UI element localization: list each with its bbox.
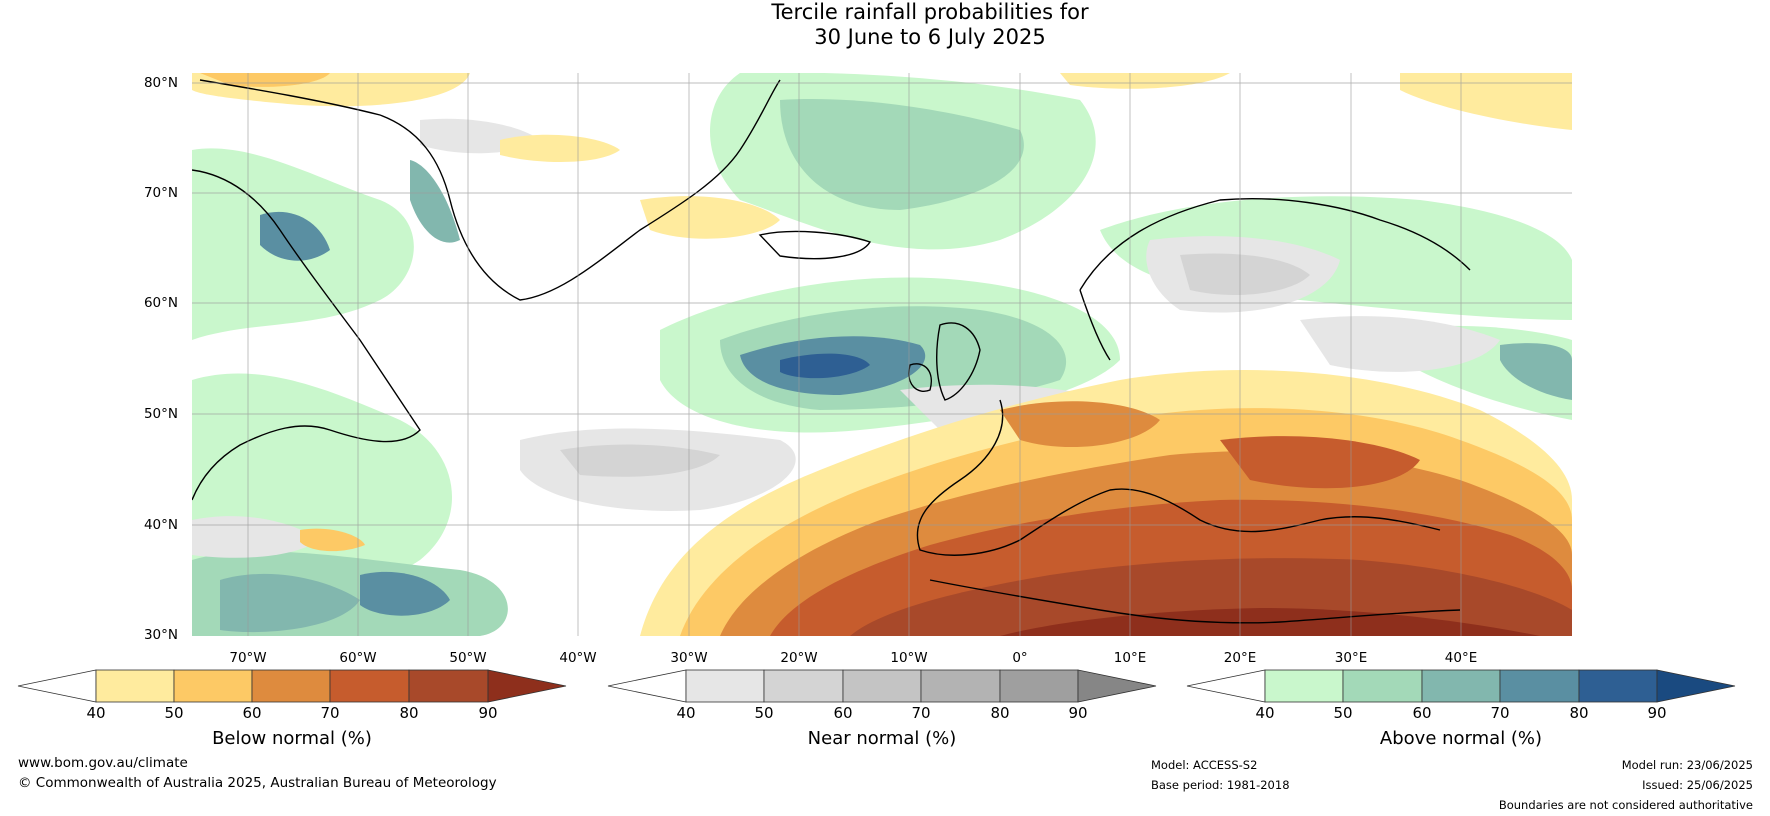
greenland-coast xyxy=(199,79,781,301)
ireland-coast xyxy=(908,363,932,392)
lat-label-30n: 30°N xyxy=(143,627,178,643)
footer-disclaimer: Boundaries are not considered authoritat… xyxy=(1498,798,1753,812)
map-title: Tercile rainfall probabilities for 30 Ju… xyxy=(0,0,1770,50)
cb-above-tick-90: 90 xyxy=(1647,704,1667,722)
cb-below-tick-80: 80 xyxy=(399,704,419,722)
cb-near-tick-70: 70 xyxy=(911,704,931,722)
cb-near-tick-60: 60 xyxy=(833,704,853,722)
lon-label-30e: 30°E xyxy=(1334,650,1368,666)
colorbar-below-normal xyxy=(17,669,567,703)
below-normal-field xyxy=(192,73,1572,636)
colorbar-near-normal xyxy=(607,669,1157,703)
lat-label-60n: 60°N xyxy=(143,295,178,311)
title-line-2: 30 June to 6 July 2025 xyxy=(814,25,1046,49)
lon-label-50w: 50°W xyxy=(449,650,487,666)
lon-label-60w: 60°W xyxy=(339,650,377,666)
graticule xyxy=(192,73,1572,636)
north-africa-coast xyxy=(929,579,1461,624)
britain-coast xyxy=(936,322,981,401)
cb-below-tick-90: 90 xyxy=(478,704,498,722)
cb-below-tick-60: 60 xyxy=(242,704,262,722)
lat-label-70n: 70°N xyxy=(143,185,178,201)
lon-label-40w: 40°W xyxy=(559,650,597,666)
colorbar-above-normal xyxy=(1186,669,1736,703)
lon-label-0: 0° xyxy=(1012,650,1028,666)
lon-label-70w: 70°W xyxy=(229,650,267,666)
cb-below-tick-40: 40 xyxy=(86,704,106,722)
cb-near-tick-90: 90 xyxy=(1068,704,1088,722)
coastlines xyxy=(192,79,1471,624)
cb-above-title: Above normal (%) xyxy=(1379,728,1543,749)
footer-website: www.bom.gov.au/climate xyxy=(18,755,188,771)
lon-label-10w: 10°W xyxy=(890,650,928,666)
lon-label-40e: 40°E xyxy=(1444,650,1478,666)
cb-near-title: Near normal (%) xyxy=(807,728,957,749)
iceland-coast xyxy=(758,230,872,260)
cb-near-tick-50: 50 xyxy=(754,704,774,722)
footer-base-period: Base period: 1981-2018 xyxy=(1151,778,1290,792)
footer-model-run: Model run: 23/06/2025 xyxy=(1621,758,1753,772)
lon-label-20w: 20°W xyxy=(780,650,818,666)
norway-south-coast xyxy=(1079,289,1111,361)
cb-near-tick-80: 80 xyxy=(990,704,1010,722)
cb-above-tick-60: 60 xyxy=(1412,704,1432,722)
europe-south-coast xyxy=(916,399,1441,556)
lon-label-30w: 30°W xyxy=(670,650,708,666)
map-panel xyxy=(192,73,1572,636)
north-america-coast xyxy=(192,169,421,501)
cb-below-title: Below normal (%) xyxy=(212,728,372,749)
lon-label-10e: 10°E xyxy=(1113,650,1147,666)
cb-above-tick-70: 70 xyxy=(1490,704,1510,722)
footer-copyright: © Commonwealth of Australia 2025, Austra… xyxy=(18,775,497,791)
title-line-1: Tercile rainfall probabilities for xyxy=(771,0,1089,24)
cb-above-tick-40: 40 xyxy=(1255,704,1275,722)
cb-near-tick-40: 40 xyxy=(676,704,696,722)
lat-label-80n: 80°N xyxy=(143,75,178,91)
scandinavia-coast xyxy=(1079,198,1471,291)
footer-model: Model: ACCESS-S2 xyxy=(1151,758,1258,772)
lat-label-50n: 50°N xyxy=(143,406,178,422)
lon-label-20e: 20°E xyxy=(1223,650,1257,666)
cb-above-tick-50: 50 xyxy=(1333,704,1353,722)
cb-above-tick-80: 80 xyxy=(1569,704,1589,722)
footer-issued: Issued: 25/06/2025 xyxy=(1642,778,1753,792)
cb-below-tick-70: 70 xyxy=(320,704,340,722)
lat-label-40n: 40°N xyxy=(143,517,178,533)
cb-below-tick-50: 50 xyxy=(164,704,184,722)
above-normal-field xyxy=(192,73,1572,636)
